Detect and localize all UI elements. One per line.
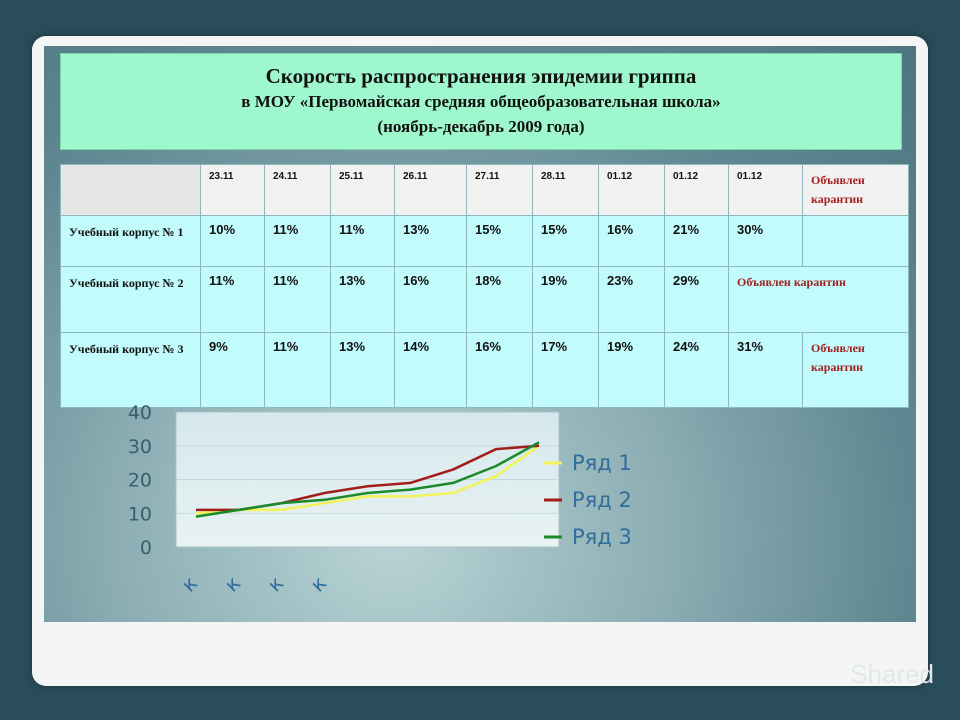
table-cell-empty — [802, 215, 909, 267]
y-tick-label: 0 — [140, 537, 152, 559]
x-tick-label: к — [220, 571, 246, 597]
table-cell: 13% — [394, 215, 467, 267]
title-box: Скорость распространения эпидемии гриппа… — [60, 53, 902, 150]
legend-label: Ряд 2 — [572, 488, 632, 512]
table-header-row: 23.11 24.11 25.11 26.11 27.11 28.11 01.1… — [60, 164, 909, 216]
table-cell: 29% — [664, 266, 729, 333]
table-cell: 21% — [664, 215, 729, 267]
table-row: Учебный корпус № 1 10% 11% 11% 13% 15% 1… — [60, 215, 909, 267]
date-header: 27.11 — [466, 164, 533, 216]
table-row: Учебный корпус № 3 9% 11% 13% 14% 16% 17… — [60, 332, 909, 408]
table-cell: 16% — [466, 332, 533, 408]
table-cell: 31% — [728, 332, 803, 408]
title-main: Скорость распространения эпидемии гриппа — [265, 64, 697, 88]
title-period: (ноябрь-декабрь 2009 года) — [377, 117, 585, 136]
y-tick-label: 30 — [128, 436, 152, 458]
series-line — [195, 441, 540, 518]
table-cell: 17% — [532, 332, 599, 408]
table-cell: 15% — [532, 215, 599, 267]
quarantine-note: Объявлен карантин — [728, 266, 909, 333]
y-tick-label: 20 — [128, 470, 152, 492]
series-line — [195, 444, 540, 515]
table-row: Учебный корпус № 2 11% 11% 13% 16% 18% 1… — [60, 266, 909, 333]
table-cell: 11% — [264, 332, 331, 408]
date-header: 01.12 — [728, 164, 803, 216]
table-cell: 10% — [200, 215, 265, 267]
y-tick-label: 40 — [128, 402, 152, 424]
x-tick-label: к — [306, 571, 332, 597]
date-header: 24.11 — [264, 164, 331, 216]
table-cell: 18% — [466, 266, 533, 333]
x-tick-label: к — [177, 571, 203, 597]
quarantine-note: Объявлен карантин — [802, 164, 909, 216]
table-cell: 16% — [394, 266, 467, 333]
title-school: в МОУ «Первомайская средняя общеобразова… — [241, 92, 721, 111]
y-tick-label: 10 — [128, 503, 152, 525]
legend-label: Ряд 1 — [572, 451, 632, 475]
epidemic-table: 23.11 24.11 25.11 26.11 27.11 28.11 01.1… — [60, 164, 909, 408]
row-label: Учебный корпус № 3 — [60, 332, 201, 408]
date-header: 01.12 — [598, 164, 665, 216]
date-header: 23.11 — [200, 164, 265, 216]
quarantine-note: Объявлен карантин — [802, 332, 909, 408]
table-cell: 24% — [664, 332, 729, 408]
table-cell: 16% — [598, 215, 665, 267]
date-header: 28.11 — [532, 164, 599, 216]
x-tick-label: к — [263, 571, 289, 597]
date-header: 26.11 — [394, 164, 467, 216]
table-corner-cell — [60, 164, 201, 216]
table-cell: 11% — [200, 266, 265, 333]
table-cell: 19% — [532, 266, 599, 333]
table-cell: 23% — [598, 266, 665, 333]
date-header: 25.11 — [330, 164, 395, 216]
slideshare-watermark: Shared — [850, 659, 934, 689]
table-cell: 11% — [330, 215, 395, 267]
table-cell: 19% — [598, 332, 665, 408]
table-cell: 11% — [264, 215, 331, 267]
table-cell: 11% — [264, 266, 331, 333]
date-header: 01.12 — [664, 164, 729, 216]
table-cell: 13% — [330, 266, 395, 333]
row-label: Учебный корпус № 2 — [60, 266, 201, 333]
table-cell: 15% — [466, 215, 533, 267]
legend-label: Ряд 3 — [572, 525, 632, 549]
row-label: Учебный корпус № 1 — [60, 215, 201, 267]
table-cell: 30% — [728, 215, 803, 267]
